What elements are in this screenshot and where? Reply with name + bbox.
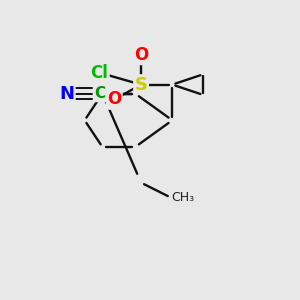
Text: S: S — [135, 76, 148, 94]
Text: O: O — [134, 46, 148, 64]
Text: Cl: Cl — [91, 64, 108, 82]
Text: CH₃: CH₃ — [171, 191, 194, 204]
Text: O: O — [107, 91, 122, 109]
Text: N: N — [59, 85, 74, 103]
Text: C: C — [94, 86, 105, 101]
